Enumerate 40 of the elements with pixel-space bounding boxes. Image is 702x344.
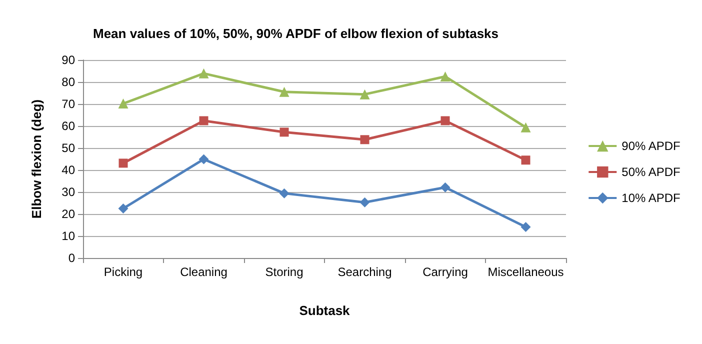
legend-label: 50% APDF (622, 165, 680, 179)
point (279, 86, 290, 97)
y-axis-title: Elbow flexion (deg) (29, 99, 44, 219)
point (360, 197, 370, 208)
point (198, 68, 209, 78)
y-tick-label: 90 (62, 53, 76, 67)
point (199, 116, 208, 126)
point (280, 128, 289, 137)
point (521, 156, 530, 165)
y-tick-label: 70 (62, 97, 76, 111)
x-tick-label: Carrying (422, 265, 468, 279)
x-tick-label: Picking (104, 265, 143, 279)
y-tick-label: 80 (62, 75, 76, 89)
x-tick-label: Storing (265, 265, 304, 279)
point (118, 98, 128, 109)
point (440, 72, 450, 82)
y-tick-label: 30 (62, 185, 76, 199)
x-tick-label: Miscellaneous (488, 265, 564, 279)
point (118, 204, 128, 214)
y-tick-label: 60 (62, 119, 76, 133)
legend-label: 10% APDF (622, 191, 680, 205)
y-tick-label: 20 (62, 207, 76, 221)
y-tick-label: 0 (68, 251, 76, 265)
y-tick-label: 40 (62, 163, 76, 177)
x-axis-title: Subtask (299, 303, 351, 318)
point (440, 116, 450, 126)
chart-title: Mean values of 10%, 50%, 90% APDF of elbow flexion of subtasks (93, 26, 499, 41)
x-tick-label: Cleaning (180, 265, 228, 279)
y-tick-label: 50 (62, 141, 76, 155)
legend-label: 90% APDF (622, 139, 680, 153)
point (118, 158, 128, 168)
point (440, 182, 450, 192)
x-tick-label: Searching (338, 265, 392, 279)
point (520, 222, 531, 232)
point (279, 188, 290, 198)
point (198, 154, 209, 164)
y-tick-label: 10 (62, 229, 76, 243)
point (520, 122, 531, 132)
point (360, 135, 370, 144)
point (360, 89, 370, 100)
